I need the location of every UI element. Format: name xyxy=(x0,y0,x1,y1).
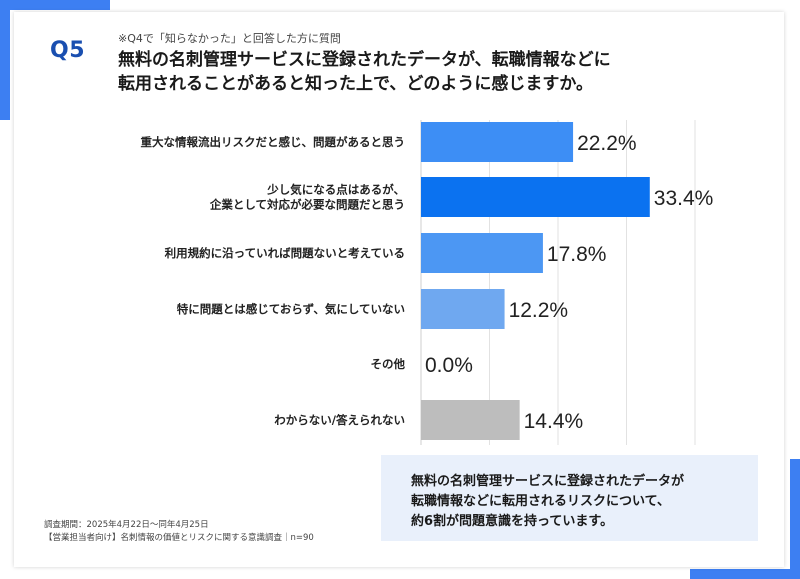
category-label: その他 xyxy=(371,357,406,371)
question-badge: Q5 xyxy=(50,38,86,63)
category-label: 特に問題とは感じておらず、気にしていない xyxy=(177,302,405,316)
value-label: 0.0% xyxy=(425,354,473,377)
value-label: 12.2% xyxy=(509,299,569,322)
corner-accent-top-left-horizontal xyxy=(0,0,110,10)
category-label: わからない/答えられない xyxy=(274,413,405,427)
category-label: 利用規約に沿っていれば問題ないと考えている xyxy=(164,246,405,260)
value-label: 14.4% xyxy=(524,410,584,433)
summary-note: 無料の名刺管理サービスに登録されたデータが 転職情報などに転用されるリスクについ… xyxy=(381,455,758,541)
corner-accent-bottom-right-horizontal xyxy=(690,569,800,579)
question-title-line-1: 無料の名刺管理サービスに登録されたデータが、転職情報などに xyxy=(118,50,611,70)
category-label: 重大な情報流出リスクだと感じ、問題があると思う xyxy=(141,135,406,149)
bar xyxy=(421,122,574,162)
bar xyxy=(421,177,650,217)
corner-accent-top-left xyxy=(0,0,10,120)
survey-title: 【営業担当者向け】名刺情報の価値とリスクに関する意識調査｜n=90 xyxy=(44,533,314,543)
bar xyxy=(421,233,543,273)
bar xyxy=(421,289,505,329)
survey-period: 調査期間：2025年4月22日〜同年4月25日 xyxy=(44,520,209,530)
category-label: 企業として対応が必要な問題だと思う xyxy=(209,198,405,212)
value-label: 17.8% xyxy=(547,243,607,266)
question-precondition: ※Q4で「知らなかった」と回答した方に質問 xyxy=(118,32,341,45)
corner-accent-bottom-right xyxy=(790,459,800,579)
question-title: 無料の名刺管理サービスに登録されたデータが、転職情報などに 転用されることがある… xyxy=(118,48,758,96)
bar xyxy=(421,400,520,440)
question-title-line-2: 転用されることがあると知った上で、どのように感じますか。 xyxy=(118,74,593,94)
category-label: 少し気になる点はあるが、 xyxy=(266,183,405,197)
value-label: 22.2% xyxy=(577,132,637,155)
summary-note-line-3: 約6割が問題意識を持っています。 xyxy=(411,514,614,529)
summary-note-line-2: 転職情報などに転用されるリスクについて、 xyxy=(411,494,670,509)
value-label: 33.4% xyxy=(654,187,714,210)
summary-note-line-1: 無料の名刺管理サービスに登録されたデータが xyxy=(411,474,685,489)
